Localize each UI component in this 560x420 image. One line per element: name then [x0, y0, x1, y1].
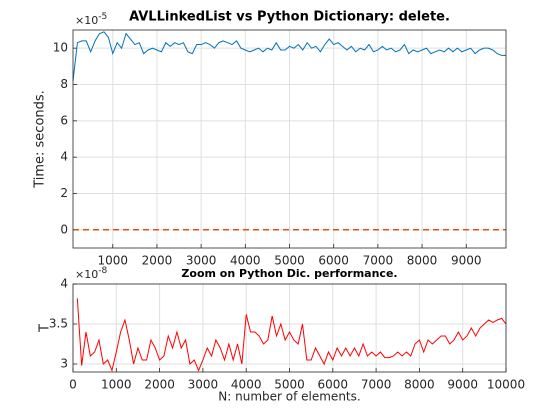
- y-tick-label: 0: [60, 222, 68, 236]
- chart-title: AVLLinkedList vs Python Dictionary: dele…: [129, 10, 450, 25]
- y-tick-label: 2: [60, 186, 68, 200]
- x-tick-label: 7000: [363, 254, 394, 268]
- x-tick-label: 7000: [361, 378, 392, 392]
- x-tick-label: 8000: [404, 378, 435, 392]
- x-tick-label: 1000: [97, 254, 128, 268]
- x-tick-label: 3000: [186, 254, 217, 268]
- y-tick-label: 4: [60, 150, 68, 164]
- x-tick-label: 2000: [144, 378, 175, 392]
- x-tick-label: 6000: [318, 254, 349, 268]
- x-tick-label: 2000: [142, 254, 173, 268]
- x-tick-label: 4000: [231, 378, 262, 392]
- y-axis-label: Time: seconds.: [33, 90, 48, 189]
- x-tick-label: 3000: [188, 378, 219, 392]
- x-tick-label: 6000: [318, 378, 349, 392]
- y-scale-factor: ×10-5: [75, 12, 107, 28]
- x-tick-label: 5000: [274, 378, 305, 392]
- data-line: [72, 31, 506, 81]
- x-tick-label: 1000: [101, 378, 132, 392]
- y-tick-label: 4: [60, 277, 68, 291]
- y-tick-label: 3.5: [49, 317, 68, 331]
- y-scale-power: -5: [98, 12, 107, 22]
- y-tick-label: 3: [60, 357, 68, 371]
- y-scale-power: -8: [98, 266, 107, 276]
- x-axis-label: N: number of elements.: [218, 390, 360, 404]
- y-scale-base: ×10: [75, 268, 98, 281]
- y-tick-label: 10: [53, 41, 68, 55]
- data-line: [76, 298, 507, 373]
- y-tick-label: 8: [60, 77, 68, 91]
- x-tick-label: 9000: [447, 378, 478, 392]
- x-tick-label: 5000: [274, 254, 305, 268]
- x-tick-label: 4000: [230, 254, 261, 268]
- x-tick-label: 9000: [451, 254, 482, 268]
- y-scale-factor: ×10-8: [75, 266, 107, 282]
- x-tick-label: 8000: [407, 254, 438, 268]
- y-tick-label: 6: [60, 113, 68, 127]
- chart-title: Zoom on Python Dic. performance.: [181, 267, 397, 280]
- x-tick-label: 0: [69, 378, 77, 392]
- y-scale-base: ×10: [75, 14, 98, 27]
- x-tick-label: 10000: [487, 378, 525, 392]
- y-axis-label: T: [38, 324, 53, 333]
- axes-frame: [72, 29, 507, 249]
- axes-frame: [72, 283, 507, 373]
